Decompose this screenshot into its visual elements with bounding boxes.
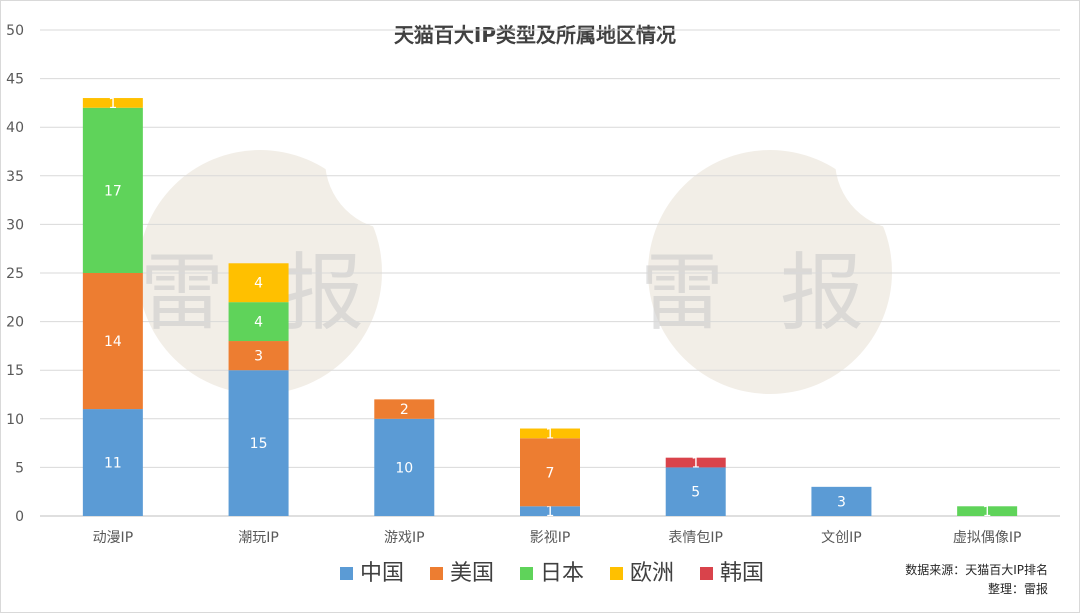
- y-tick-label-15: 15: [6, 363, 24, 379]
- legend: 中国 美国 日本 欧洲 韩国: [340, 561, 764, 586]
- bar-2-series-0: [374, 418, 435, 516]
- watermark-cutout-left: [325, 90, 465, 230]
- bar-5-series-0: [811, 486, 872, 516]
- legend-label-0: 中国: [360, 561, 404, 586]
- watermark-char-4: 报: [780, 244, 864, 342]
- bar-label-3-series-0: 1: [546, 504, 555, 520]
- bar-4-series-0: [665, 467, 726, 516]
- y-tick-label-5: 5: [15, 460, 24, 476]
- y-tick-label-20: 20: [6, 315, 24, 331]
- bar-label-2-series-1: 2: [400, 402, 409, 418]
- bar-label-1-series-1: 3: [254, 349, 263, 365]
- bar-label-4-series-4: 1: [691, 456, 700, 472]
- bar-0-series-0: [82, 409, 143, 516]
- legend-label-1: 美国: [450, 561, 494, 586]
- bar-label-0-series-0: 11: [104, 456, 122, 472]
- legend-label-3: 欧洲: [630, 561, 674, 586]
- bar-label-0-series-2: 17: [104, 183, 122, 199]
- bar-label-5-series-0: 3: [837, 494, 846, 510]
- bar-1-series-0: [228, 370, 289, 516]
- bar-4-series-4: [665, 457, 726, 468]
- bar-3-series-3: [520, 428, 580, 439]
- watermark-circle-right: [648, 150, 892, 394]
- watermark-cutout-right: [835, 90, 975, 230]
- x-tick-label-6: 虚拟偶像IP: [953, 530, 1022, 546]
- x-axis: 动漫IP 潮玩IP 游戏IP 影视IP 表情包IP 文创IP 虚拟偶像IP: [93, 530, 1022, 546]
- source-note-line1: 数据来源：天猫百大IP排名: [905, 562, 1048, 577]
- source-note-line2: 整理：雷报: [988, 581, 1048, 596]
- bar-label-1-series-2: 4: [254, 315, 263, 331]
- legend-swatch-2: [520, 567, 533, 580]
- bar-label-1-series-3: 4: [254, 276, 263, 292]
- watermark-char-2: 报: [280, 244, 364, 342]
- bar-label-3-series-3: 1: [546, 426, 555, 442]
- bar-3-series-0: [520, 506, 580, 516]
- bar-label-0-series-3: 1: [108, 96, 117, 112]
- bar-1-series-2: [228, 302, 289, 342]
- bar-1-series-1: [228, 341, 289, 371]
- bar-0-series-3: [82, 98, 143, 108]
- y-tick-label-50: 50: [6, 23, 24, 39]
- watermark-char-1: 雷: [140, 244, 224, 342]
- bar-label-3-series-1: 7: [546, 465, 555, 481]
- bar-1-series-3: [228, 263, 289, 303]
- legend-swatch-4: [700, 567, 713, 580]
- y-axis: 0 5 10 15 20 25 30 35 40 45 50: [6, 23, 24, 525]
- bar-2-series-1: [374, 399, 435, 419]
- y-tick-label-0: 0: [15, 509, 24, 525]
- bar-0-series-1: [82, 273, 143, 410]
- bar-label-1-series-0: 15: [250, 436, 268, 452]
- bar-label-6-series-2: 1: [983, 504, 992, 520]
- bar-label-2-series-0: 10: [395, 460, 413, 476]
- bar-6-series-2: [957, 506, 1018, 516]
- bar-0-series-2: [82, 107, 143, 273]
- legend-swatch-0: [340, 567, 353, 580]
- y-tick-label-30: 30: [6, 217, 24, 233]
- x-tick-label-4: 表情包IP: [668, 530, 723, 546]
- legend-label-4: 韩国: [720, 561, 764, 586]
- y-tick-label-35: 35: [6, 169, 24, 185]
- y-tick-label-40: 40: [6, 120, 24, 136]
- y-tick-label-25: 25: [6, 266, 24, 282]
- x-tick-label-3: 影视IP: [530, 530, 571, 546]
- x-tick-label-2: 游戏IP: [384, 530, 425, 546]
- chart-title: 天猫百大IP类型及所属地区情况: [394, 23, 676, 47]
- legend-label-2: 日本: [540, 561, 584, 586]
- bar-label-0-series-1: 14: [104, 334, 122, 350]
- x-tick-label-5: 文创IP: [821, 530, 862, 546]
- watermark-right: 雷 报: [640, 90, 975, 394]
- x-tick-label-1: 潮玩IP: [238, 530, 279, 546]
- bar-3-series-1: [520, 438, 580, 507]
- y-tick-label-45: 45: [6, 72, 24, 88]
- bar-label-4-series-0: 5: [691, 485, 700, 501]
- x-tick-label-0: 动漫IP: [93, 530, 134, 546]
- legend-swatch-3: [610, 567, 623, 580]
- legend-swatch-1: [430, 567, 443, 580]
- y-tick-label-10: 10: [6, 412, 24, 428]
- watermark-char-3: 雷: [640, 244, 724, 342]
